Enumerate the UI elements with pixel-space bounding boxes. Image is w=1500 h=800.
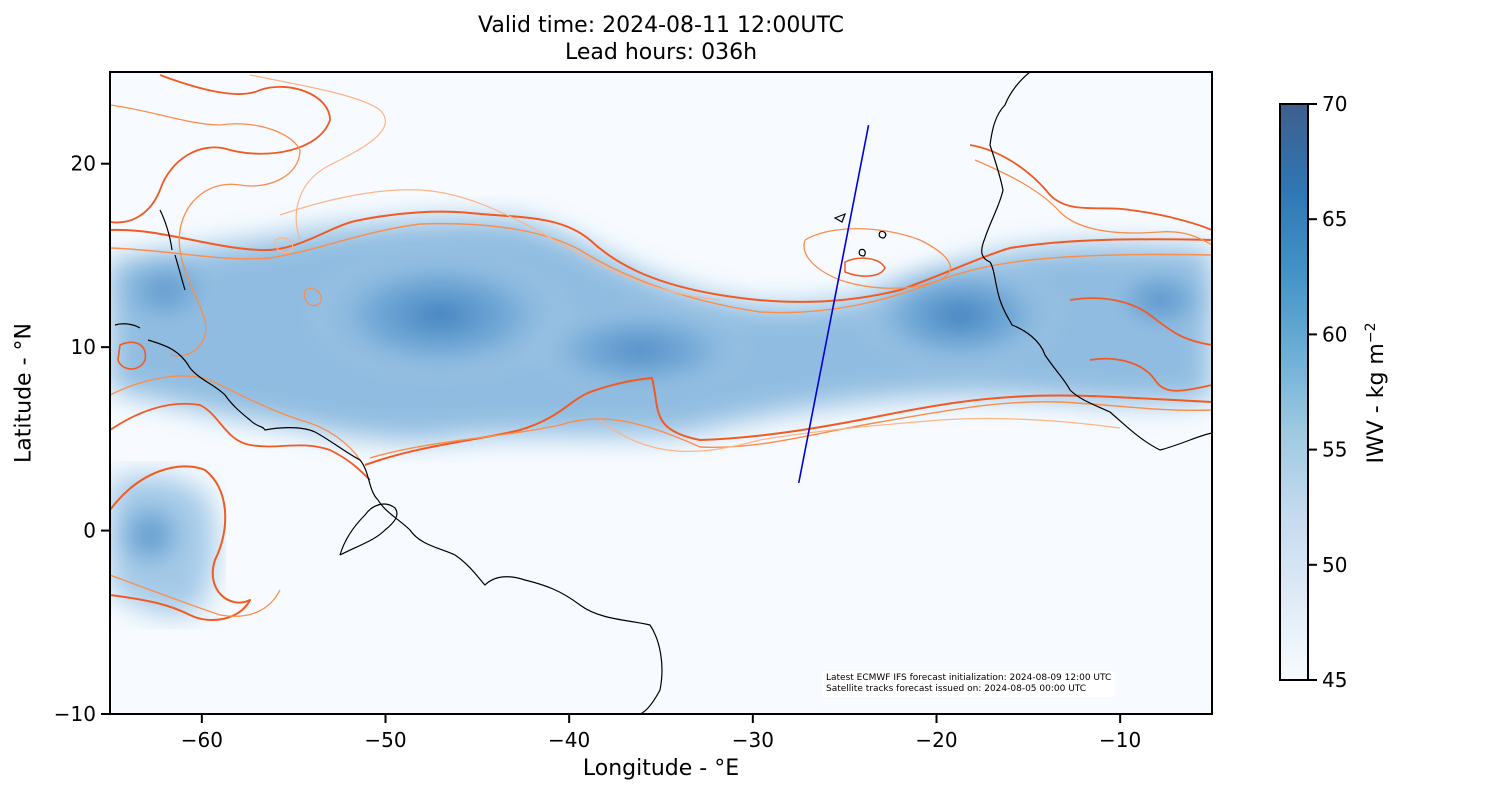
y-tick-label: 0 <box>83 519 96 543</box>
x-tick-label: −60 <box>181 728 223 752</box>
contour-ne-3 <box>1069 297 1212 346</box>
colorbar <box>1279 103 1309 681</box>
coast-island-3 <box>858 248 866 257</box>
iwv-core-sw <box>110 490 195 580</box>
contour-south-mid <box>369 401 1212 459</box>
colorbar-ticks: 45 50 55 60 65 70 <box>1308 92 1347 692</box>
contour-nw-2 <box>110 104 301 357</box>
x-axis-ticks: −60 −50 −40 −30 −20 −10 <box>181 714 1141 752</box>
colorbar-tick-label: 60 <box>1322 322 1347 346</box>
y-tick-label: 10 <box>71 335 96 359</box>
contour-track-1 <box>803 228 952 289</box>
colorbar-tick-label: 45 <box>1322 668 1347 692</box>
contour-north-mid <box>110 222 1212 314</box>
contour-nw-1 <box>110 74 331 224</box>
y-tick-label: 20 <box>71 152 96 176</box>
contour-north-outer <box>110 210 1212 303</box>
coast-south-america <box>147 339 663 714</box>
contour-small-3 <box>274 237 294 254</box>
x-tick-label: −40 <box>548 728 590 752</box>
plot-frame <box>109 71 1213 715</box>
iwv-core-mid <box>520 300 760 400</box>
contour-south-outer <box>364 377 1212 466</box>
iwv-contours <box>110 74 1212 621</box>
contour-north-inner <box>279 189 721 301</box>
info-forecast-init: Latest ECMWF IFS forecast initialization… <box>826 673 1112 683</box>
colorbar-tick-label: 70 <box>1322 92 1347 116</box>
contour-south-inner <box>599 417 1121 453</box>
contour-ne-1 <box>969 144 1212 231</box>
x-axis-label: Longitude - °E <box>582 756 740 781</box>
x-tick-label: −10 <box>1099 728 1141 752</box>
y-axis-ticks: −10 0 10 20 <box>54 152 110 726</box>
iwv-core-west <box>300 245 580 385</box>
coast-island-1 <box>833 212 847 223</box>
contour-west-complex-3 <box>110 375 361 461</box>
colorbar-tick-label: 50 <box>1322 553 1347 577</box>
contour-ne-2 <box>974 159 1212 246</box>
contour-west-complex-1 <box>110 465 251 621</box>
colorbar-label: IWV - kg m−2 <box>1363 323 1389 464</box>
colorbar-tick-label: 65 <box>1322 207 1347 231</box>
coast-caribbean <box>114 323 141 329</box>
iwv-field <box>110 72 1212 714</box>
contour-nw-3 <box>249 74 386 241</box>
contour-east-south <box>1089 357 1212 392</box>
forecast-info-box: Latest ECMWF IFS forecast initialization… <box>822 671 1116 697</box>
info-satellite-tracks: Satellite tracks forecast issued on: 202… <box>826 684 1087 694</box>
colorbar-label-exponent: −2 <box>1362 322 1379 344</box>
iwv-core-east <box>850 255 1070 375</box>
chart-title: Valid time: 2024-08-11 12:00UTC Lead hou… <box>110 12 1212 66</box>
title-valid-time: Valid time: 2024-08-11 12:00UTC <box>478 13 844 38</box>
coast-amazon-delta <box>339 503 398 556</box>
x-tick-label: −20 <box>915 728 957 752</box>
x-tick-label: −50 <box>364 728 406 752</box>
x-tick-label: −30 <box>732 728 774 752</box>
contour-west-deep <box>110 574 281 617</box>
coast-island-2 <box>878 230 887 239</box>
contour-small-1 <box>117 341 147 370</box>
colorbar-tick-label: 55 <box>1322 438 1347 462</box>
contour-track-2 <box>844 257 886 277</box>
contour-west-complex-2 <box>110 402 371 481</box>
contour-small-2 <box>303 288 322 307</box>
satellite-track-line <box>797 125 870 484</box>
coast-africa <box>981 72 1212 451</box>
title-lead-hours: Lead hours: 036h <box>564 40 758 65</box>
iwv-core-nw <box>110 245 225 335</box>
iwv-core-far-east <box>1100 260 1212 340</box>
coastlines <box>114 72 1212 714</box>
colorbar-label-text: IWV - kg m <box>1364 343 1390 464</box>
y-axis-label: Latitude - °N <box>11 323 37 463</box>
coast-lesser-antilles <box>159 209 186 291</box>
y-tick-label: −10 <box>54 702 96 726</box>
